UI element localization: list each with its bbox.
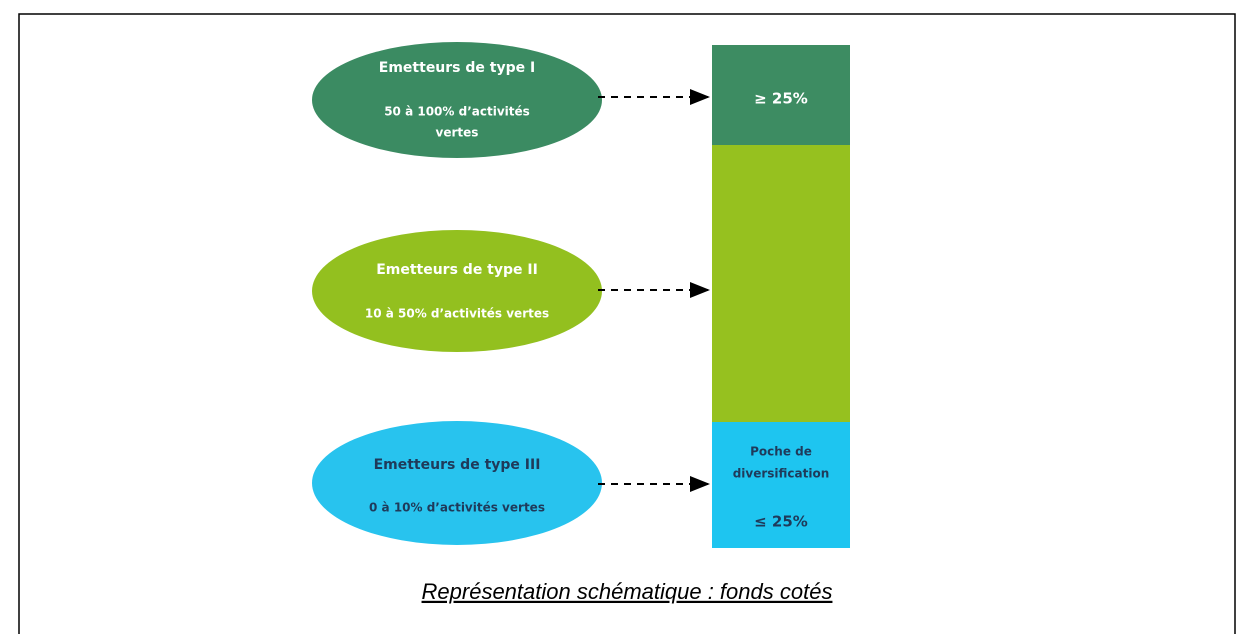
ellipse-type-1 [312, 42, 602, 158]
bar-segment-1 [712, 45, 850, 145]
ellipse-type-2 [312, 230, 602, 352]
node-text: 0 à 10% d’activités vertes [369, 501, 545, 515]
frame [18, 13, 1236, 634]
arrows [598, 89, 710, 492]
node-title: Emetteurs de type I [379, 60, 535, 76]
node-text: vertes [436, 126, 479, 140]
bar-label: ≤ 25% [754, 513, 808, 531]
node-title: Emetteurs de type III [374, 457, 541, 473]
node-text: 50 à 100% d’activités [384, 105, 530, 119]
ellipse-type-3 [312, 421, 602, 545]
node-text: 10 à 50% d’activités vertes [365, 307, 549, 321]
node-title: Emetteurs de type II [376, 262, 538, 278]
bar-segment-2 [712, 145, 850, 422]
caption: Représentation schématique : fonds cotés [422, 579, 833, 604]
bar-segment-3 [712, 422, 850, 548]
bar-label: diversification [733, 467, 830, 481]
bar-label: Poche de [750, 445, 812, 459]
bar-label: ≥ 25% [754, 90, 808, 108]
